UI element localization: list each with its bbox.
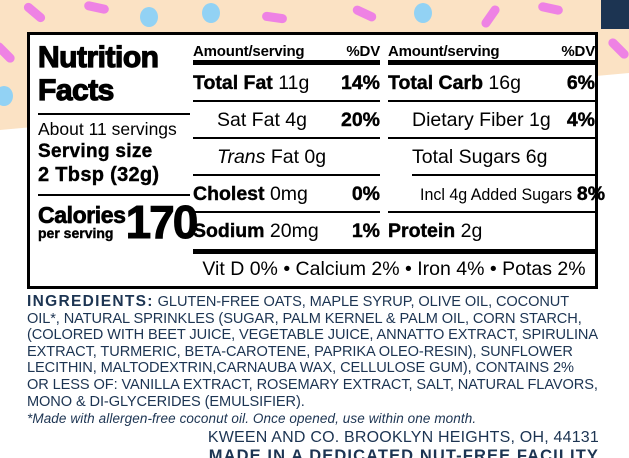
blue-sprinkle-icon [202, 3, 220, 23]
nutrient-column-right: Amount/serving %DV Total Carb 16g 6% Die… [388, 39, 605, 250]
row-dietary-fiber: Dietary Fiber 1g 4% [388, 102, 595, 139]
row-protein: Protein 2g [388, 220, 483, 242]
dv-header: %DV [561, 43, 595, 60]
navy-corner-swatch [601, 0, 629, 29]
ingredients-paragraph: INGREDIENTS: GLUTEN-FREE OATS, MAPLE SYR… [27, 293, 599, 410]
thick-rule [193, 249, 595, 254]
allergen-footnote: *Made with allergen-free coconut oil. On… [27, 411, 477, 427]
label-title-line2: Facts [37, 73, 115, 107]
amount-header: Amount/serving [388, 43, 500, 60]
row-sodium: Sodium 20mg 1% [193, 220, 380, 242]
thick-rule [193, 60, 380, 65]
serving-size-label: Serving size [38, 141, 153, 162]
divider [38, 194, 190, 196]
column-header: Amount/serving %DV [193, 39, 380, 60]
row-sat-fat: Sat Fat 4g 20% [193, 102, 380, 139]
ingredients-section: INGREDIENTS: GLUTEN-FREE OATS, MAPLE SYR… [27, 293, 599, 458]
thick-rule [388, 60, 595, 65]
label-left-panel: Nutrition Facts About 11 servings Servin… [37, 40, 199, 246]
row-total-carb: Total Carb 16g 6% [388, 65, 595, 102]
nutrient-column-left: Amount/serving %DV Total Fat 11g 14% Sat… [193, 39, 380, 250]
row-trans-fat: Trans Fat 0g [193, 139, 380, 176]
row-total-sugars: Total Sugars 6g [388, 139, 595, 176]
row-added-sugars: Incl 4g Added Sugars 8% [388, 176, 605, 213]
company-address: KWEEN AND CO. BROOKLYN HEIGHTS, OH, 4413… [207, 429, 599, 447]
micronutrients-text: Vit D 0% • Calcium 2% • Iron 4% • Potas … [202, 258, 586, 280]
row-cholesterol: Cholest 0mg 0% [193, 176, 380, 213]
blue-sprinkle-icon [414, 3, 432, 23]
ingredients-list: GLUTEN-FREE OATS, MAPLE SYRUP, OLIVE OIL… [27, 294, 598, 410]
calories-block: Calories per serving 170 [38, 199, 199, 246]
nutrition-facts-label: Nutrition Facts About 11 servings Servin… [27, 32, 605, 289]
amount-header: Amount/serving [193, 43, 305, 60]
column-header: Amount/serving %DV [388, 39, 595, 60]
blue-sprinkle-icon [140, 7, 158, 27]
divider [38, 113, 190, 115]
dv-header: %DV [346, 43, 380, 60]
micronutrient-strip: Vit D 0% • Calcium 2% • Iron 4% • Potas … [193, 249, 595, 286]
row-total-fat: Total Fat 11g 14% [193, 65, 380, 102]
calories-sublabel: per serving [38, 224, 114, 241]
label-title-line1: Nutrition [37, 40, 159, 74]
facility-statement: MADE IN A DEDICATED NUT-FREE FACILITY [208, 447, 599, 458]
calories-value: 170 [125, 196, 199, 248]
serving-size-value: 2 Tbsp (32g) [38, 164, 160, 186]
ingredients-heading: INGREDIENTS: [27, 293, 154, 310]
calories-label: Calories [38, 201, 127, 228]
servings-count: About 11 servings [38, 119, 177, 139]
blue-sprinkle-icon [0, 86, 13, 106]
